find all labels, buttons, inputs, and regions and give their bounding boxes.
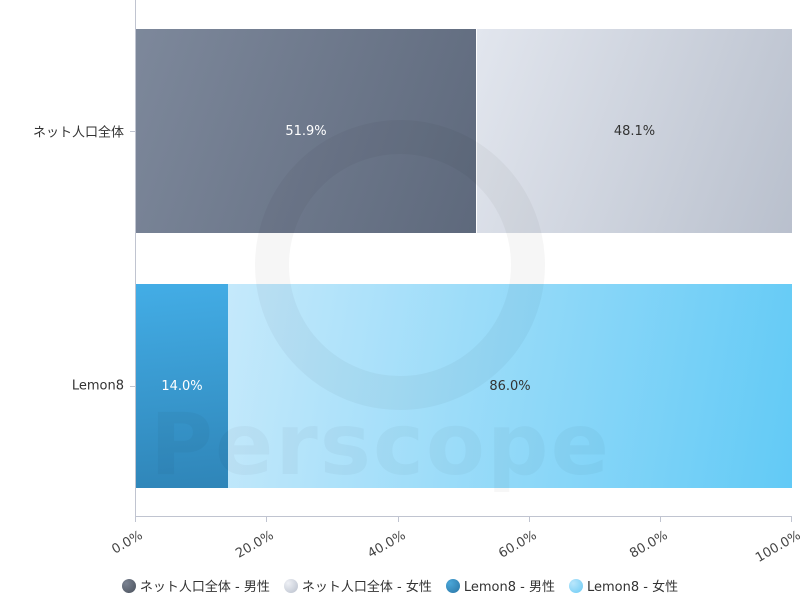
legend-item-net-male[interactable]: ネット人口全体 - 男性 (121, 576, 270, 595)
x-tick-label: 0.0% (109, 528, 146, 558)
y-axis (135, 0, 136, 517)
x-tick (398, 516, 399, 522)
legend-label: Lemon8 - 男性 (463, 580, 555, 595)
legend-swatch-icon (283, 578, 298, 593)
x-tick-label: 20.0% (233, 528, 277, 562)
bar-lemon8-female[interactable]: 86.0% (228, 284, 792, 488)
y-label-lemon8: Lemon8 (71, 378, 124, 394)
y-label-net-population: ネット人口全体 (32, 125, 124, 141)
x-tick-label: 60.0% (496, 528, 540, 562)
x-tick-label: 100.0% (753, 528, 800, 566)
legend: ネット人口全体 - 男性 ネット人口全体 - 女性 Lemon8 - 男性 Le… (0, 576, 800, 595)
x-tick-label: 80.0% (627, 528, 671, 562)
legend-swatch-icon (568, 578, 583, 593)
x-tick (266, 516, 267, 522)
x-tick (791, 516, 792, 522)
bar-net-female[interactable]: 48.1% (477, 29, 792, 233)
x-tick (660, 516, 661, 522)
bar-value-label: 51.9% (285, 123, 327, 139)
x-tick-label: 40.0% (365, 528, 409, 562)
y-tick (130, 131, 135, 132)
bar-net-male[interactable]: 51.9% (136, 29, 476, 233)
bar-value-label: 48.1% (613, 123, 656, 139)
legend-label: ネット人口全体 - 男性 (139, 580, 270, 595)
bar-value-label: 14.0% (161, 378, 203, 394)
x-axis (135, 516, 792, 517)
bar-value-label: 86.0% (489, 378, 531, 394)
legend-swatch-icon (121, 578, 136, 593)
bar-lemon8-male[interactable]: 14.0% (136, 284, 228, 488)
legend-label: Lemon8 - 女性 (586, 580, 679, 595)
x-tick (135, 516, 136, 522)
legend-item-lemon8-male[interactable]: Lemon8 - 男性 (445, 576, 555, 595)
legend-swatch-icon (445, 578, 460, 593)
y-tick (130, 386, 135, 387)
legend-item-net-female[interactable]: ネット人口全体 - 女性 (283, 576, 432, 595)
x-tick (529, 516, 530, 522)
legend-label: ネット人口全体 - 女性 (301, 580, 432, 595)
legend-item-lemon8-female[interactable]: Lemon8 - 女性 (568, 576, 679, 595)
